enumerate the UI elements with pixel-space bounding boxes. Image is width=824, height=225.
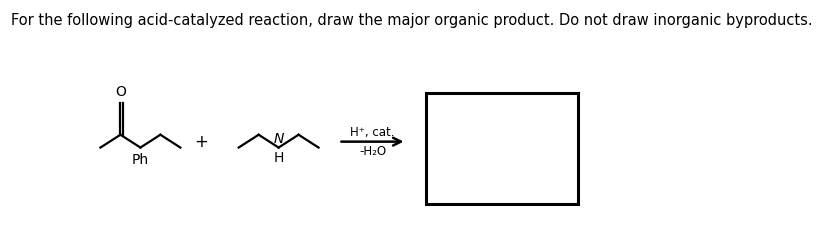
Text: Ph: Ph — [132, 153, 149, 166]
Text: For the following acid-catalyzed reaction, draw the major organic product. Do no: For the following acid-catalyzed reactio… — [12, 13, 812, 28]
Text: +: + — [194, 133, 208, 151]
Text: O: O — [115, 85, 126, 99]
Text: -H₂O: -H₂O — [359, 145, 386, 158]
Text: H⁺, cat.: H⁺, cat. — [350, 126, 395, 139]
Bar — [426, 93, 578, 204]
Text: N: N — [274, 132, 283, 146]
Text: H: H — [274, 151, 283, 164]
